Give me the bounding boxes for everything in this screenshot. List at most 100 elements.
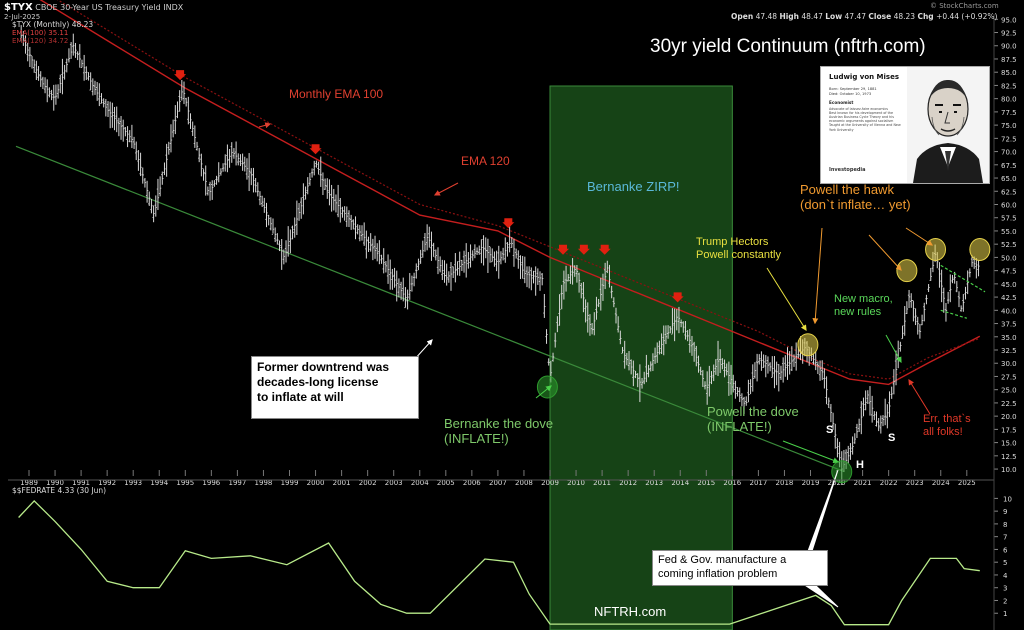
label-s-left: S bbox=[826, 424, 834, 436]
annotation-line: Err, that`s bbox=[923, 413, 971, 425]
y-tick-label: 42.5 bbox=[1001, 294, 1017, 302]
x-tick-label: 2015 bbox=[697, 479, 715, 487]
pointer-ema120 bbox=[433, 182, 459, 196]
y-tick-label: 72.5 bbox=[1001, 135, 1017, 143]
fed-y-tick-label: 5 bbox=[1003, 559, 1007, 567]
watermark: © StockCharts.com bbox=[930, 2, 999, 10]
wedge-line-lower bbox=[940, 309, 967, 319]
fed-y-tick-label: 7 bbox=[1003, 534, 1007, 542]
x-tick-label: 2008 bbox=[515, 479, 533, 487]
y-tick-label: 87.5 bbox=[1001, 56, 1017, 64]
y-tick-label: 25.0 bbox=[1001, 387, 1017, 395]
y-tick-label: 75.0 bbox=[1001, 122, 1017, 130]
y-tick-label: 50.0 bbox=[1001, 254, 1017, 262]
fed-y-tick-label: 3 bbox=[1003, 585, 1007, 593]
y-tick-label: 35.0 bbox=[1001, 334, 1017, 342]
legend-ema100: EMA(100) 35.11 bbox=[12, 29, 69, 37]
annotation-line: new rules bbox=[834, 305, 882, 318]
legend-main: $TYX (Monthly) 48.23 bbox=[12, 20, 94, 29]
y-tick-label: 15.0 bbox=[1001, 440, 1017, 448]
highlight-ellipse bbox=[831, 460, 853, 484]
fed-gov-callout: Fed & Gov. manufacture a coming inflatio… bbox=[652, 550, 828, 586]
ema100-line bbox=[39, 0, 981, 386]
x-tick-label: 2011 bbox=[593, 479, 611, 487]
x-tick-label: 2005 bbox=[437, 479, 455, 487]
peak-arrow bbox=[309, 144, 322, 155]
ohlc-readout: Open 47.48 High 48.47 Low 47.47 Close 48… bbox=[731, 12, 998, 21]
y-tick-label: 32.5 bbox=[1001, 347, 1017, 355]
annotation-line: Powell the hawk bbox=[800, 182, 894, 197]
pointer-bernanke-dove bbox=[535, 385, 552, 399]
y-tick-label: 20.0 bbox=[1001, 413, 1017, 421]
card-died: Died: October 10, 1973 bbox=[829, 92, 872, 96]
y-tick-label: 37.5 bbox=[1001, 321, 1017, 329]
y-tick-label: 17.5 bbox=[1001, 426, 1017, 434]
chart-date: 2-Jul-2025 bbox=[4, 13, 41, 21]
highlight-ellipse bbox=[797, 333, 819, 357]
x-tick-label: 2013 bbox=[645, 479, 663, 487]
fed-y-tick-label: 1 bbox=[1003, 610, 1007, 618]
x-tick-label: 2006 bbox=[463, 479, 481, 487]
ema120-line bbox=[56, 0, 981, 380]
fed-y-tick-label: 6 bbox=[1003, 546, 1008, 554]
annotation-powell-hawk: Powell the hawk (don`t inflate… yet) bbox=[800, 182, 911, 213]
trendline bbox=[15, 145, 845, 473]
pointer-new-macro bbox=[885, 334, 902, 364]
x-tick-label: 2016 bbox=[723, 479, 741, 487]
peak-arrow bbox=[174, 70, 187, 81]
y-tick-label: 47.5 bbox=[1001, 268, 1017, 276]
y-tick-label: 22.5 bbox=[1001, 400, 1017, 408]
y-tick-label: 55.0 bbox=[1001, 228, 1017, 236]
highlight-ellipse bbox=[969, 237, 991, 261]
card-name: Ludwig von Mises bbox=[829, 73, 900, 81]
annotation-new-macro: New macro, new rules bbox=[834, 293, 893, 318]
x-tick-label: 1993 bbox=[124, 479, 142, 487]
y-tick-label: 62.5 bbox=[1001, 188, 1017, 196]
y-tick-label: 30.0 bbox=[1001, 360, 1017, 368]
x-tick-label: 2021 bbox=[854, 479, 872, 487]
nftrh-label: NFTRH.com bbox=[594, 604, 667, 619]
symbol-name: CBOE 30-Year US Treasury Yield INDX bbox=[35, 3, 184, 12]
annotation-line: (don`t inflate… yet) bbox=[800, 196, 911, 212]
fedrate-series-line bbox=[18, 499, 980, 626]
y-tick-label: 45.0 bbox=[1001, 281, 1017, 289]
investopedia-logo: Investopedia bbox=[829, 167, 866, 173]
year-axis: 1989 1990 1991 1992 1993 1994 1995 1996 1997 1998… bbox=[20, 470, 976, 487]
annotation-line: all folks! bbox=[923, 425, 963, 438]
annotation-line: Bernanke the dove bbox=[444, 416, 554, 431]
x-tick-label: 1995 bbox=[176, 479, 194, 487]
annotation-bernanke-dove: Bernanke the dove (INFLATE!) bbox=[444, 416, 554, 447]
y-tick-label: 52.5 bbox=[1001, 241, 1017, 249]
card-bullet: Best known for his development of the Au… bbox=[829, 111, 894, 124]
x-tick-label: 1998 bbox=[255, 479, 273, 487]
x-tick-label: 1992 bbox=[98, 479, 116, 487]
y-tick-label: 27.5 bbox=[1001, 373, 1017, 381]
peak-arrow bbox=[557, 244, 570, 255]
pointer-powell-dove bbox=[782, 440, 840, 464]
x-tick-label: 2003 bbox=[385, 479, 403, 487]
callout-line: Former downtrend was bbox=[257, 360, 390, 374]
x-tick-label: 2017 bbox=[749, 479, 767, 487]
peak-arrow bbox=[598, 244, 611, 255]
x-tick-label: 2001 bbox=[333, 479, 351, 487]
fedrate-line bbox=[18, 499, 980, 626]
mises-portrait-image bbox=[907, 67, 989, 183]
x-tick-label: 2007 bbox=[489, 479, 507, 487]
fedrate-axis: 1 2 3 4 5 6 7 8 9 10 bbox=[994, 495, 1012, 618]
annotation-ema120: EMA 120 bbox=[461, 154, 510, 168]
x-tick-label: 1999 bbox=[281, 479, 299, 487]
x-tick-label: 2022 bbox=[880, 479, 898, 487]
callout-line: to inflate at will bbox=[257, 390, 344, 404]
callout-line: decades-long license bbox=[257, 375, 379, 389]
card-born: Born: September 29, 1881 bbox=[829, 87, 877, 91]
y-tick-label: 90.0 bbox=[1001, 43, 1017, 51]
x-tick-label: 1989 bbox=[20, 479, 38, 487]
x-tick-label: 2010 bbox=[567, 479, 585, 487]
annotation-powell-dove: Powell the dove (INFLATE!) bbox=[707, 404, 799, 435]
annotation-line: New macro, bbox=[834, 293, 893, 305]
card-bullets: Advocate of laissez-faire economics Best… bbox=[829, 107, 907, 132]
mises-card: Ludwig von Mises Born: September 29, 188… bbox=[820, 66, 990, 184]
former-downtrend-callout: Former downtrend was decades-long licens… bbox=[251, 356, 419, 419]
chart-title: 30yr yield Continuum (nftrh.com) bbox=[650, 36, 926, 57]
y-tick-label: 80.0 bbox=[1001, 96, 1017, 104]
